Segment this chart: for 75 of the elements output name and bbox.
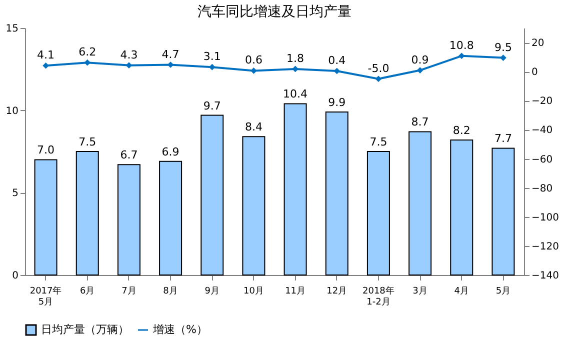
y2-tick-label: −120 — [532, 241, 559, 252]
y2-tick-label: 20 — [532, 38, 544, 50]
bar — [408, 131, 432, 276]
data-label: -5.0 — [368, 62, 390, 75]
y2-tick-label: 0 — [532, 67, 538, 78]
legend-label: 增速（%） — [152, 323, 208, 336]
x-tick-label: 9月 — [204, 286, 220, 296]
bar — [200, 114, 224, 276]
y2-tick-label: −140 — [532, 270, 559, 282]
bar — [284, 103, 307, 276]
point — [500, 54, 506, 61]
bar — [34, 159, 58, 276]
y-tick-label: 0 — [12, 270, 18, 282]
x-tick-label: 5月 — [496, 286, 511, 296]
x-tick-label: 2018年 1-2月 — [362, 286, 394, 308]
data-label: 9.9 — [328, 96, 346, 109]
x-tick-label: 10月 — [243, 286, 264, 296]
bar — [492, 148, 515, 276]
data-label: 7.0 — [37, 144, 55, 157]
data-label: 3.1 — [203, 50, 221, 64]
chart-title: 汽车同比增速及日均产量 — [198, 4, 352, 20]
y2-tick-label: −100 — [532, 212, 559, 224]
data-label: 6.7 — [120, 148, 138, 162]
data-label: 9.5 — [494, 40, 512, 54]
data-label: 7.7 — [494, 132, 512, 146]
point — [167, 62, 174, 68]
y2-tick-label: −80 — [532, 183, 553, 194]
x-tick-label: 7月 — [122, 286, 136, 296]
bar — [325, 111, 348, 276]
y2-tick-label: −40 — [532, 125, 553, 136]
x-tick-label: 12月 — [326, 286, 348, 296]
point — [42, 62, 49, 69]
data-label: 4.3 — [120, 48, 138, 62]
y2-tick-label: −60 — [532, 154, 553, 166]
data-label: 4.1 — [37, 48, 55, 62]
y-tick-label: 5 — [12, 188, 18, 200]
x-tick-label: 3月 — [412, 286, 428, 296]
point — [208, 64, 216, 70]
x-tick-label: 6月 — [80, 286, 95, 296]
x-tick-label: 11月 — [285, 286, 306, 296]
data-label: 4.7 — [162, 48, 180, 61]
bar — [366, 151, 390, 276]
data-label: 0.6 — [244, 54, 262, 67]
point — [334, 68, 340, 74]
x-tick-label: 8月 — [163, 286, 178, 296]
point — [416, 67, 424, 74]
data-label: 8.4 — [244, 120, 262, 134]
bar — [242, 136, 266, 276]
bar — [450, 139, 474, 276]
bar — [117, 164, 140, 276]
data-label: 0.9 — [411, 53, 429, 66]
y-tick-label: 10 — [6, 106, 18, 117]
legend-label: 日均产量（万辆） — [41, 323, 129, 336]
data-label: 6.2 — [78, 46, 96, 59]
data-label: 10.8 — [449, 38, 474, 52]
data-label: 6.9 — [162, 145, 180, 158]
point — [458, 52, 465, 60]
data-label: 0.4 — [328, 54, 346, 68]
point — [292, 66, 298, 72]
data-label: 8.2 — [452, 124, 470, 137]
y-tick-label: 15 — [6, 24, 18, 34]
data-label: 7.5 — [78, 136, 96, 148]
bar — [159, 160, 182, 276]
data-label: 10.4 — [283, 88, 308, 101]
data-label: 1.8 — [286, 52, 304, 65]
y2-tick-label: −20 — [532, 96, 553, 108]
data-label: 8.7 — [411, 116, 429, 129]
point — [84, 59, 91, 66]
point — [375, 76, 382, 82]
point — [126, 62, 132, 69]
bar — [76, 151, 99, 276]
data-label: 9.7 — [203, 99, 221, 112]
x-tick-label: 2017年 5月 — [30, 286, 62, 308]
x-tick-label: 4月 — [454, 286, 469, 296]
data-label: 7.5 — [370, 136, 388, 148]
